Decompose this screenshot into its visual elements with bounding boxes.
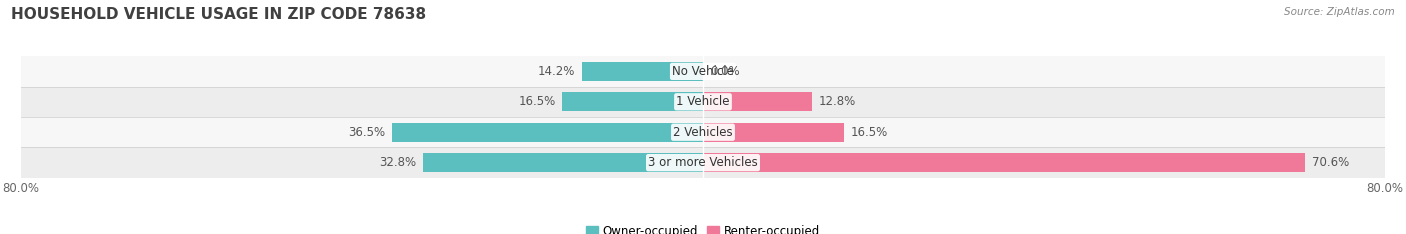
Text: 14.2%: 14.2%	[537, 65, 575, 78]
Bar	[423, 153, 703, 172]
Bar	[703, 153, 1305, 172]
Text: 3 or more Vehicles: 3 or more Vehicles	[648, 156, 758, 169]
Text: 16.5%: 16.5%	[851, 126, 887, 139]
Text: 32.8%: 32.8%	[380, 156, 416, 169]
Bar	[703, 92, 813, 111]
Text: No Vehicle: No Vehicle	[672, 65, 734, 78]
Text: 0.0%: 0.0%	[710, 65, 740, 78]
Text: 1 Vehicle: 1 Vehicle	[676, 95, 730, 108]
Bar	[21, 147, 1385, 178]
Text: HOUSEHOLD VEHICLE USAGE IN ZIP CODE 78638: HOUSEHOLD VEHICLE USAGE IN ZIP CODE 7863…	[11, 7, 426, 22]
Bar	[582, 62, 703, 81]
Text: Source: ZipAtlas.com: Source: ZipAtlas.com	[1284, 7, 1395, 17]
Bar	[21, 87, 1385, 117]
Bar	[21, 56, 1385, 87]
Text: 2 Vehicles: 2 Vehicles	[673, 126, 733, 139]
Text: 70.6%: 70.6%	[1312, 156, 1348, 169]
Bar	[703, 123, 844, 142]
Bar	[392, 123, 703, 142]
Text: 16.5%: 16.5%	[519, 95, 555, 108]
Bar	[562, 92, 703, 111]
Text: 12.8%: 12.8%	[818, 95, 856, 108]
Bar	[21, 117, 1385, 147]
Legend: Owner-occupied, Renter-occupied: Owner-occupied, Renter-occupied	[581, 220, 825, 234]
Text: 36.5%: 36.5%	[347, 126, 385, 139]
